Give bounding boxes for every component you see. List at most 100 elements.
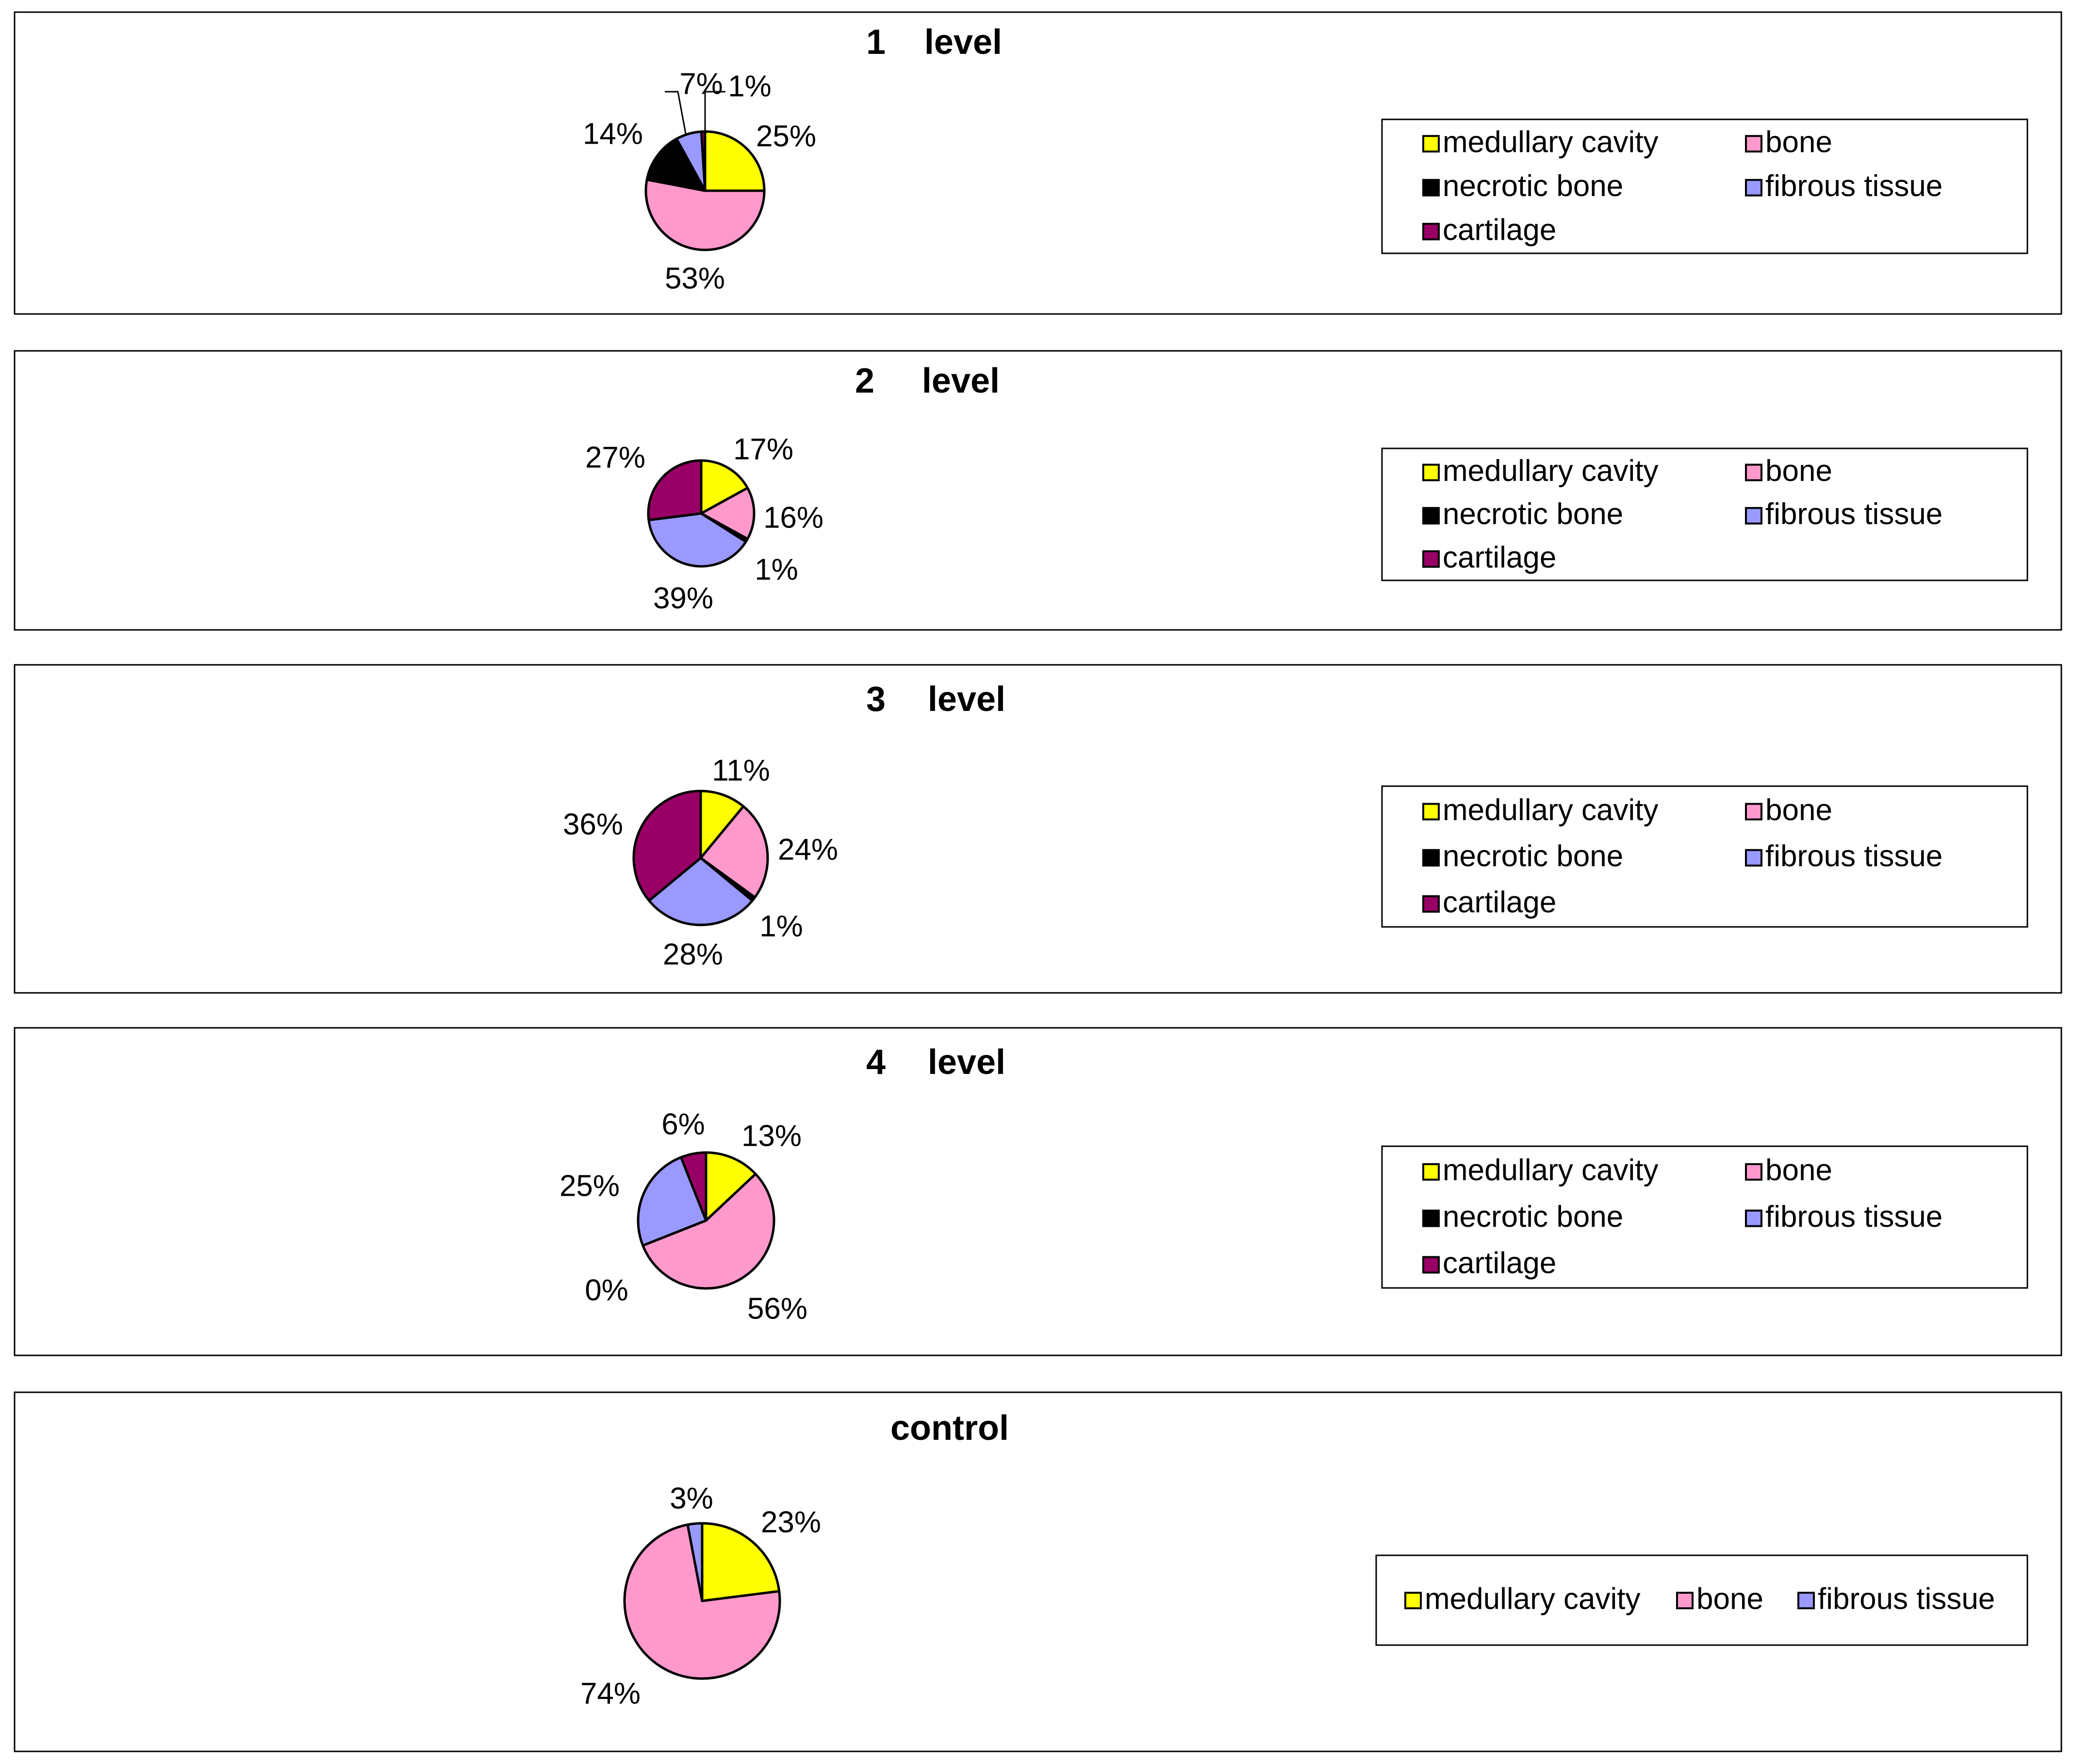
- legend-swatch-cartilage: [1422, 1256, 1440, 1274]
- legend-entry-fibrous-tissue: fibrous tissue: [1765, 169, 1942, 203]
- legend-entry-medullary-cavity: medullary cavity: [1443, 1154, 1658, 1187]
- legend-entry-fibrous-tissue: fibrous tissue: [1765, 1200, 1942, 1234]
- data-label-cartilage: 1%: [728, 69, 772, 103]
- chart-panel-4-level: 4 level 13% 56% 0% 25% 6% medullary cavity bone n…: [14, 1027, 2062, 1356]
- chart-title: 2: [855, 362, 874, 400]
- chart-title: 1: [866, 23, 886, 62]
- legend-swatch-bone: [1676, 1592, 1694, 1610]
- data-label-fibrous-tissue: 7%: [679, 67, 723, 100]
- data-label-bone: 24%: [778, 833, 838, 866]
- legend-swatch-cartilage: [1422, 895, 1440, 913]
- pie-slice-bone: [644, 178, 766, 251]
- legend: medullary cavity bone necrotic bone fibrous…: [1381, 1145, 2028, 1289]
- legend-entry-cartilage: cartilage: [1443, 1247, 1556, 1280]
- data-label-fibrous-tissue: 3%: [670, 1482, 713, 1515]
- legend: medullary cavity bone necrotic bone fibrous…: [1381, 785, 2028, 928]
- chart-title: 4: [866, 1043, 886, 1082]
- data-label-bone: 74%: [580, 1677, 641, 1710]
- legend-swatch-medullary-cavity: [1422, 463, 1440, 481]
- legend-box: [1381, 785, 2028, 928]
- chart-panel-1-level: 1 level 25% 53% 14% 7% 1% medullary cavity bone n…: [14, 11, 2062, 315]
- legend-swatch-medullary-cavity: [1422, 135, 1440, 153]
- chart-title: control: [890, 1409, 1009, 1448]
- chart-panel-3-level: 3 level 11% 24% 1% 28% 36% medullary cavity bone…: [14, 664, 2062, 994]
- data-label-medullary-cavity: 25%: [756, 119, 816, 153]
- chart-title: level: [924, 23, 1002, 62]
- legend-swatch-fibrous-tissue: [1797, 1592, 1815, 1610]
- pie-slice-cartilage: [632, 790, 702, 902]
- chart-panel-2-level: 2 level 17% 16% 1% 39% 27% medullary cavity bone…: [14, 350, 2062, 631]
- chart-title: level: [928, 1043, 1005, 1082]
- pie-slice-medullary-cavity: [700, 459, 749, 515]
- data-label-medullary-cavity: 17%: [733, 432, 793, 466]
- legend-swatch-fibrous-tissue: [1745, 507, 1762, 525]
- data-label-fibrous-tissue: 39%: [653, 581, 713, 615]
- data-label-fibrous-tissue: 25%: [559, 1169, 620, 1203]
- legend-entry-fibrous-tissue: fibrous tissue: [1765, 840, 1942, 873]
- legend-entry-medullary-cavity: medullary cavity: [1425, 1582, 1640, 1616]
- data-label-necrotic-bone: 14%: [583, 117, 643, 150]
- legend-swatch-medullary-cavity: [1404, 1592, 1422, 1610]
- legend-swatch-medullary-cavity: [1422, 803, 1440, 821]
- legend: medullary cavity bone necrotic bone fibrous…: [1381, 447, 2028, 581]
- data-label-fibrous-tissue: 28%: [663, 938, 723, 971]
- pie-slice-medullary-cavity: [704, 130, 766, 192]
- legend-swatch-bone: [1745, 135, 1762, 153]
- legend-entry-cartilage: cartilage: [1443, 886, 1556, 919]
- legend-entry-bone: bone: [1765, 126, 1832, 159]
- legend-box: [1381, 118, 2028, 254]
- pie-slice-bone: [700, 486, 756, 541]
- legend-entry-cartilage: cartilage: [1443, 541, 1556, 574]
- chart-title: 3: [866, 680, 886, 719]
- legend-box: [1381, 447, 2028, 581]
- data-label-cartilage: 36%: [563, 808, 623, 841]
- legend: medullary cavity bone fibrous tissue: [1375, 1554, 2028, 1646]
- data-label-cartilage: 27%: [585, 441, 645, 474]
- data-label-bone: 16%: [763, 501, 823, 534]
- pie-slice-medullary-cavity: [699, 790, 745, 859]
- pie-slice-cartilage: [647, 459, 703, 522]
- pie-slice-bone: [642, 1172, 775, 1290]
- pie-slice-cartilage: [679, 1151, 707, 1222]
- pie-slice-medullary-cavity: [701, 1522, 781, 1602]
- data-label-bone: 56%: [747, 1292, 807, 1325]
- legend-swatch-cartilage: [1422, 550, 1440, 568]
- legend-swatch-necrotic-bone: [1422, 507, 1440, 525]
- chart-title: level: [928, 680, 1005, 719]
- leader-line: [665, 91, 687, 134]
- chart-panel-control: control 23% 74% 3% medullary cavity bone fibro…: [14, 1391, 2062, 1752]
- legend-entry-necrotic-bone: necrotic bone: [1443, 840, 1623, 873]
- legend-box: [1375, 1554, 2028, 1646]
- legend-swatch-necrotic-bone: [1422, 1209, 1440, 1227]
- legend-entry-necrotic-bone: necrotic bone: [1443, 497, 1623, 531]
- legend-entry-bone: bone: [1765, 454, 1832, 488]
- legend-swatch-bone: [1745, 1163, 1762, 1181]
- legend-swatch-fibrous-tissue: [1745, 849, 1762, 867]
- legend-entry-bone: bone: [1765, 793, 1832, 827]
- legend-entry-necrotic-bone: necrotic bone: [1443, 1200, 1623, 1234]
- data-label-necrotic-bone: 1%: [759, 909, 803, 943]
- legend-swatch-fibrous-tissue: [1745, 1209, 1762, 1227]
- data-label-necrotic-bone: 1%: [755, 553, 798, 586]
- legend-swatch-bone: [1745, 463, 1762, 481]
- legend-swatch-necrotic-bone: [1422, 849, 1440, 867]
- legend-swatch-bone: [1745, 803, 1762, 821]
- data-label-medullary-cavity: 23%: [761, 1505, 821, 1539]
- legend-entry-medullary-cavity: medullary cavity: [1443, 793, 1658, 827]
- legend-swatch-medullary-cavity: [1422, 1163, 1440, 1181]
- pie-slice-necrotic-bone: [645, 137, 707, 192]
- legend-swatch-necrotic-bone: [1422, 179, 1440, 197]
- legend-entry-medullary-cavity: medullary cavity: [1443, 454, 1658, 488]
- legend-entry-necrotic-bone: necrotic bone: [1443, 169, 1623, 203]
- legend-entry-cartilage: cartilage: [1443, 214, 1556, 247]
- legend-entry-bone: bone: [1765, 1154, 1832, 1187]
- leader-line: [704, 91, 725, 132]
- chart-title: level: [922, 362, 1000, 400]
- legend-entry-bone: bone: [1696, 1582, 1763, 1616]
- pie-slice-fibrous-tissue: [648, 857, 754, 926]
- legend-entry-medullary-cavity: medullary cavity: [1443, 126, 1658, 159]
- legend-swatch-fibrous-tissue: [1745, 179, 1762, 197]
- pie-slice-bone: [699, 805, 769, 899]
- data-label-necrotic-bone: 0%: [585, 1273, 628, 1307]
